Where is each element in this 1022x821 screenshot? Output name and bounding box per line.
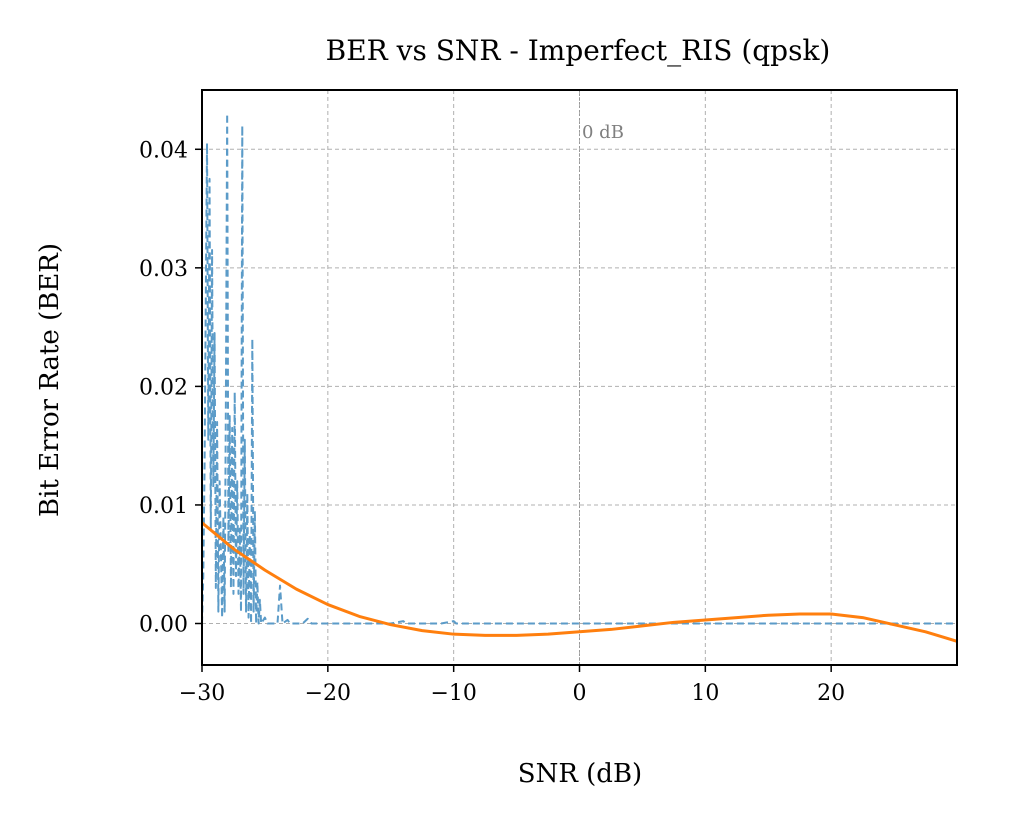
series-layer	[201, 112, 958, 643]
y-tick-label: 0.02	[139, 375, 188, 400]
y-tick-label: 0.00	[139, 613, 188, 638]
zero-db-annotation: 0 dB	[582, 122, 624, 143]
x-tick-label: 0	[573, 681, 587, 706]
y-tick-label: 0.01	[139, 494, 188, 519]
x-axis-title: SNR (dB)	[518, 759, 642, 789]
x-tick-label: −20	[305, 681, 351, 706]
ber-series-dashed	[201, 112, 957, 625]
x-tick-label: −10	[430, 681, 476, 706]
y-tick-label: 0.04	[139, 138, 188, 163]
grid	[202, 90, 957, 665]
y-axis-title: Bit Error Rate (BER)	[35, 243, 65, 517]
x-tick-label: 10	[691, 681, 719, 706]
ber-series-fit	[201, 521, 958, 643]
x-tick-label: 20	[817, 681, 845, 706]
chart-title: BER vs SNR - Imperfect_RIS (qpsk)	[326, 34, 831, 67]
x-tick-label: −30	[179, 681, 225, 706]
axis-ticks: −30 −20 −10 0 10 20 0.00 0.01 0.02 0.03 0.04	[139, 138, 845, 706]
y-tick-label: 0.03	[139, 257, 188, 282]
